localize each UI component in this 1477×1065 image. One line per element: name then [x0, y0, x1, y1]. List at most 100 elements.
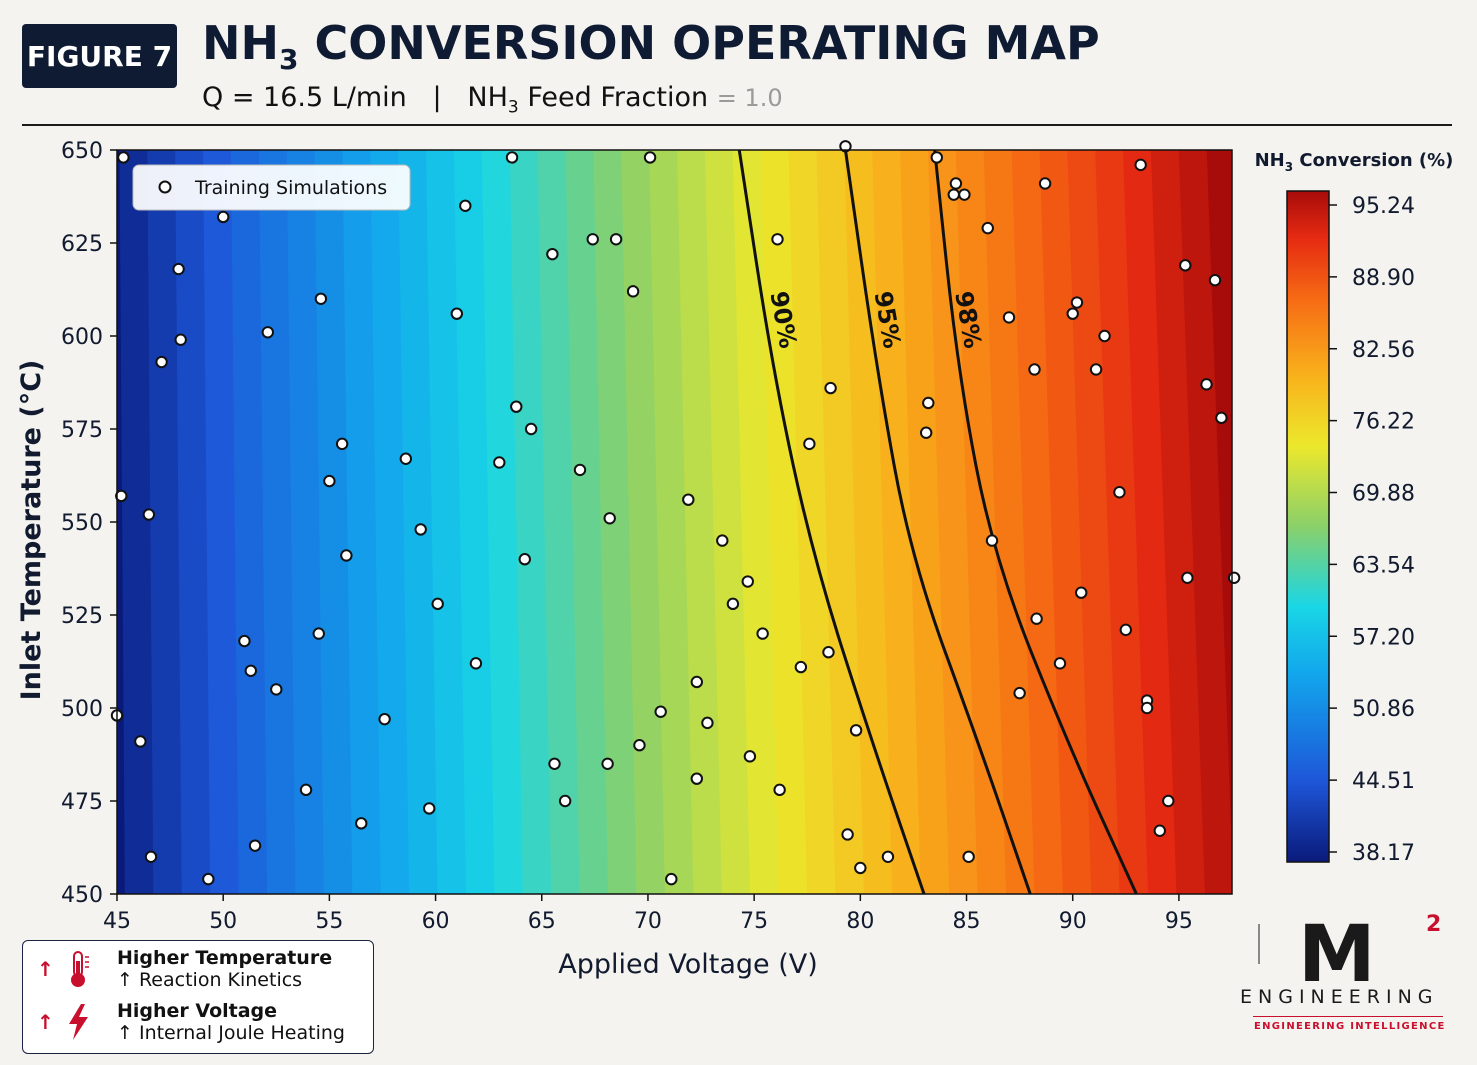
- company-logo: M 2 ENGINEERING ENGINEERING INTELLIGENCE: [1238, 910, 1453, 1040]
- y-axis-label: Inlet Temperature (°C): [16, 360, 47, 701]
- x-tick-label: 85: [953, 909, 981, 934]
- training-points: [110, 140, 1241, 886]
- y-tick-label: 500: [61, 697, 103, 722]
- training-point: [1227, 571, 1241, 584]
- training-point: [558, 794, 572, 808]
- training-point: [633, 739, 646, 752]
- training-point: [450, 307, 464, 320]
- training-point: [431, 597, 444, 611]
- training-point: [524, 422, 538, 436]
- y-tick-label: 625: [61, 232, 103, 257]
- logo-wordmark: ENGINEERING: [1240, 986, 1439, 1008]
- colorbar-tick-label: 57.20: [1352, 625, 1415, 650]
- lightning-bolt-icon: [61, 1002, 95, 1042]
- training-point: [1181, 571, 1194, 584]
- training-point: [573, 463, 587, 477]
- training-point: [355, 817, 368, 830]
- training-point: [690, 772, 703, 785]
- training-point: [314, 292, 328, 305]
- y-tick-label: 575: [61, 418, 103, 443]
- training-point: [654, 705, 667, 718]
- training-point: [701, 716, 714, 730]
- legend-label: Training Simulations: [194, 177, 387, 199]
- training-point: [1200, 378, 1213, 391]
- training-point: [824, 381, 837, 395]
- training-point: [323, 474, 336, 488]
- x-tick-label: 50: [209, 909, 237, 934]
- training-point: [1028, 363, 1041, 376]
- colorbar-tick-label: 88.90: [1352, 266, 1415, 291]
- x-tick-label: 95: [1165, 909, 1193, 934]
- training-point: [665, 872, 678, 886]
- training-point: [270, 683, 283, 696]
- logo-tagline: ENGINEERING INTELLIGENCE: [1254, 1021, 1446, 1032]
- contour-line-90: [737, 150, 926, 894]
- training-point: [238, 634, 251, 648]
- colorbar-tick-label: 82.56: [1352, 338, 1415, 363]
- heatmap-band: [1206, 150, 1232, 857]
- training-point: [469, 657, 483, 670]
- training-point: [261, 326, 274, 339]
- training-point: [144, 850, 158, 863]
- colorbar-title: NH3 Conversion (%): [1255, 150, 1454, 174]
- training-point: [216, 210, 230, 224]
- training-point: [794, 660, 808, 674]
- training-point: [626, 285, 640, 298]
- training-point: [1208, 274, 1222, 287]
- up-arrow-icon: ↑: [37, 1010, 54, 1034]
- y-tick-label: 550: [61, 511, 103, 536]
- x-tick-label: 60: [422, 909, 450, 934]
- training-point: [115, 489, 128, 503]
- colorbar-tick-label: 76.22: [1352, 410, 1415, 435]
- training-point: [1153, 824, 1166, 837]
- logo-rule: [1253, 1016, 1443, 1017]
- training-point: [985, 534, 999, 547]
- x-tick-label: 55: [315, 909, 343, 934]
- training-point: [493, 456, 506, 469]
- training-point: [155, 355, 168, 369]
- training-point: [841, 828, 854, 841]
- training-point: [172, 262, 185, 276]
- training-point: [134, 735, 147, 748]
- training-point: [1013, 686, 1026, 700]
- colorbar-tick-label: 95.24: [1352, 194, 1415, 219]
- training-point: [1089, 363, 1103, 376]
- training-point: [771, 233, 784, 246]
- training-point: [609, 233, 623, 246]
- heatmap-field: [117, 150, 1232, 894]
- training-point: [414, 523, 427, 536]
- training-point: [839, 140, 852, 153]
- training-point: [202, 872, 215, 886]
- x-tick-label: 45: [103, 909, 131, 934]
- colorbar-tick-label: 63.54: [1352, 553, 1415, 578]
- training-point: [716, 534, 729, 547]
- training-point: [726, 597, 740, 611]
- training-point: [546, 247, 559, 261]
- training-point: [1215, 411, 1228, 425]
- training-point: [854, 861, 867, 875]
- training-point: [312, 627, 325, 640]
- training-point: [962, 850, 975, 863]
- training-point: [1002, 311, 1016, 324]
- training-point: [142, 508, 156, 521]
- x-tick-label: 65: [528, 909, 556, 934]
- training-point: [1030, 612, 1043, 625]
- training-point: [1098, 329, 1111, 343]
- colorbar-tick-label: 50.86: [1352, 697, 1415, 722]
- training-point: [1179, 259, 1192, 272]
- page-subtitle: Q = 16.5 L/min | NH3 Feed Fraction = 1.0: [202, 82, 783, 118]
- training-point: [930, 151, 943, 164]
- training-point: [335, 437, 349, 451]
- training-point: [586, 233, 599, 246]
- y-tick-label: 600: [61, 325, 103, 350]
- training-point: [505, 151, 519, 164]
- training-point: [773, 783, 786, 797]
- thermometer-icon: [61, 949, 95, 989]
- training-point: [299, 783, 313, 797]
- training-point: [1070, 296, 1084, 309]
- training-point: [682, 493, 695, 506]
- legend-item-voltage: ↑ Higher Voltage ↑ Internal Joule Heatin…: [37, 1000, 345, 1044]
- training-point: [756, 627, 769, 640]
- x-tick-label: 80: [846, 909, 874, 934]
